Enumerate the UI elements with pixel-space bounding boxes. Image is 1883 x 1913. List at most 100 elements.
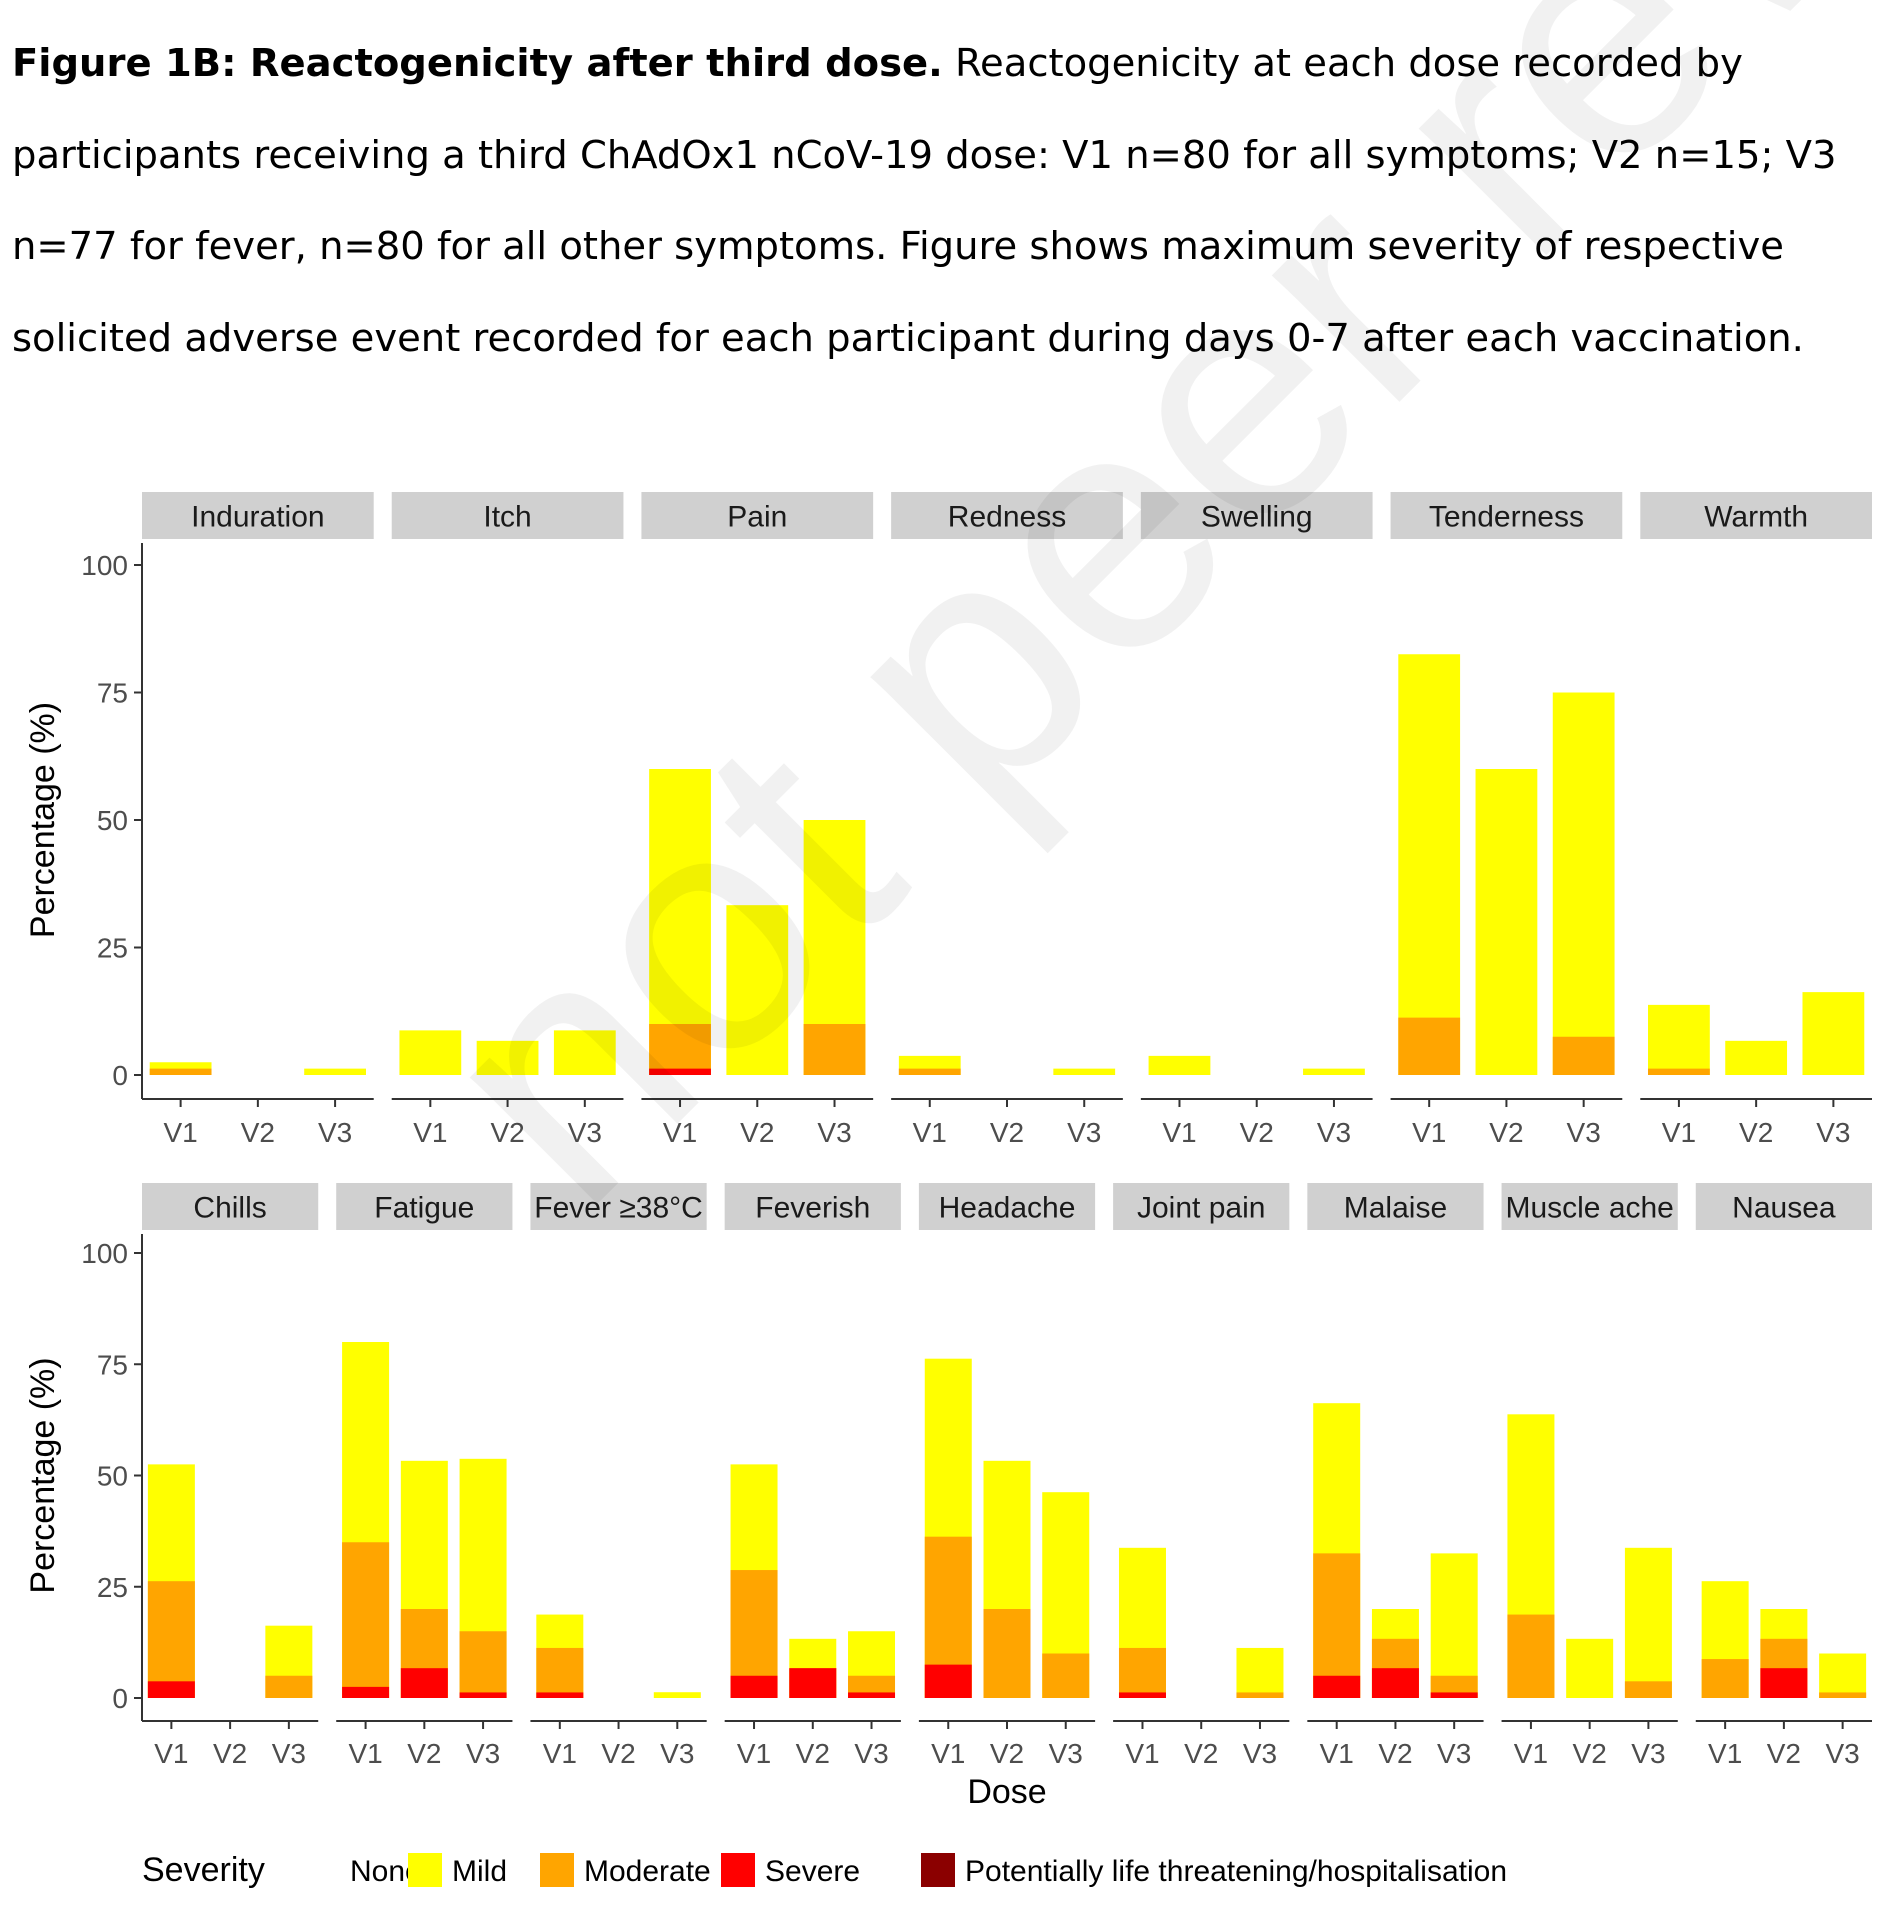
bar-feverish-v3-severe — [848, 1692, 896, 1698]
bar-itch-v2-mild — [476, 1040, 539, 1075]
figure-description: Reactogenicity at each dose recorded by … — [12, 41, 1837, 361]
x-tick-label: V3 — [318, 1117, 352, 1148]
facet-label-fatigue: Fatigue — [374, 1192, 474, 1225]
legend-label-moderate: Moderate — [584, 1855, 711, 1888]
facet-strip-warmth — [1640, 492, 1872, 539]
facet-strip-malaise — [1307, 1183, 1484, 1230]
x-tick-label: V1 — [543, 1738, 577, 1769]
x-tick-label: V3 — [1049, 1738, 1083, 1769]
x-tick-label: V2 — [1739, 1117, 1773, 1148]
x-tick-label: V1 — [1125, 1738, 1159, 1769]
bar-pain-v1-severe — [649, 1068, 711, 1075]
bar-chills-v3-moderate — [265, 1675, 313, 1698]
bar-malaise-v3-severe — [1430, 1692, 1478, 1698]
y-tick-label: 100 — [81, 1238, 128, 1269]
facet-strip-fever-38-c — [530, 1183, 707, 1230]
y-tick-label: 75 — [97, 1349, 128, 1380]
bar-headache-v1-severe — [924, 1664, 972, 1698]
bar-warmth-v3-mild — [1802, 992, 1865, 1075]
facet-strip-itch — [391, 492, 624, 539]
bar-redness-v3-mild — [1053, 1068, 1116, 1075]
y-tick-label: 25 — [97, 933, 128, 964]
bar-fever-38-c-v1-moderate — [536, 1647, 584, 1698]
facet-label-fever-38-c: Fever ≥38°C — [534, 1192, 703, 1225]
y-axis-label: Percentage (%) — [24, 1357, 62, 1593]
x-tick-label: V3 — [1567, 1117, 1601, 1148]
x-tick-label: V1 — [1320, 1738, 1354, 1769]
y-tick-label: 75 — [97, 678, 128, 709]
bar-itch-v1-mild — [399, 1030, 462, 1075]
x-tick-label: V2 — [990, 1117, 1024, 1148]
bar-swelling-v3-mild — [1303, 1068, 1365, 1075]
facet-label-itch: Itch — [483, 501, 531, 534]
legend-swatch-moderate — [540, 1853, 574, 1887]
x-tick-label: V2 — [1767, 1738, 1801, 1769]
x-tick-label: V1 — [1514, 1738, 1548, 1769]
facet-label-tenderness: Tenderness — [1429, 501, 1584, 534]
bar-induration-v3-mild — [304, 1068, 366, 1075]
x-tick-label: V2 — [407, 1738, 441, 1769]
x-tick-label: V1 — [737, 1738, 771, 1769]
bar-warmth-v2-mild — [1725, 1040, 1788, 1075]
facet-label-nausea: Nausea — [1732, 1192, 1836, 1225]
bar-chills-v1-severe — [147, 1681, 195, 1698]
bar-muscle-ache-v3-mild — [1624, 1547, 1672, 1698]
x-tick-label: V2 — [241, 1117, 275, 1148]
x-tick-label: V1 — [1662, 1117, 1696, 1148]
bar-headache-v2-moderate — [983, 1609, 1031, 1698]
bar-nausea-v3-mild — [1819, 1653, 1867, 1698]
bar-nausea-v2-severe — [1760, 1668, 1808, 1698]
bar-tenderness-v1-moderate — [1398, 1017, 1461, 1075]
x-tick-label: V2 — [990, 1738, 1024, 1769]
x-tick-label: V1 — [348, 1738, 382, 1769]
bar-tenderness-v3-moderate — [1552, 1036, 1615, 1075]
legend-title: Severity — [142, 1851, 265, 1889]
bar-fatigue-v3-severe — [459, 1692, 507, 1698]
bar-chills-v1-moderate — [147, 1581, 195, 1698]
bar-muscle-ache-v1-moderate — [1507, 1614, 1555, 1698]
x-tick-label: V2 — [213, 1738, 247, 1769]
facet-label-muscle-ache: Muscle ache — [1505, 1192, 1673, 1225]
x-tick-label: V3 — [466, 1738, 500, 1769]
x-tick-label: V2 — [1573, 1738, 1607, 1769]
x-tick-label: V3 — [272, 1738, 306, 1769]
bar-malaise-v2-severe — [1371, 1668, 1419, 1698]
y-tick-label: 100 — [81, 550, 128, 581]
x-tick-label: V1 — [413, 1117, 447, 1148]
x-tick-label: V3 — [660, 1738, 694, 1769]
x-tick-label: V3 — [1067, 1117, 1101, 1148]
facet-label-swelling: Swelling — [1201, 501, 1313, 534]
bar-redness-v1-moderate — [898, 1068, 961, 1075]
facet-label-warmth: Warmth — [1704, 501, 1808, 534]
y-tick-label: 0 — [112, 1683, 128, 1714]
bar-tenderness-v1-mild — [1398, 654, 1461, 1075]
x-tick-label: V2 — [1489, 1117, 1523, 1148]
bar-pain-v3-moderate — [803, 1024, 866, 1075]
bar-pain-v1-moderate — [649, 1024, 711, 1075]
y-tick-label: 25 — [97, 1572, 128, 1603]
x-tick-label: V3 — [1816, 1117, 1850, 1148]
facet-strip-headache — [918, 1183, 1096, 1230]
facet-strip-redness — [891, 492, 1123, 539]
facet-label-feverish: Feverish — [755, 1192, 870, 1225]
facet-label-joint-pain: Joint pain — [1137, 1192, 1265, 1225]
facet-strip-chills — [142, 1183, 319, 1230]
x-tick-label: V2 — [490, 1117, 524, 1148]
x-tick-label: V2 — [796, 1738, 830, 1769]
x-tick-label: V3 — [1317, 1117, 1351, 1148]
x-tick-label: V1 — [913, 1117, 947, 1148]
facet-strip-swelling — [1140, 492, 1373, 539]
facet-strip-nausea — [1695, 1183, 1872, 1230]
figure-caption: Figure 1B: Reactogenicity after third do… — [12, 18, 1872, 384]
bar-nausea-v1-moderate — [1701, 1659, 1749, 1698]
bar-malaise-v1-severe — [1313, 1675, 1361, 1698]
legend-swatch-mild — [408, 1853, 442, 1887]
x-tick-label: V3 — [817, 1117, 851, 1148]
facet-strip-induration — [142, 492, 374, 539]
bar-nausea-v3-moderate — [1819, 1692, 1867, 1698]
x-tick-label: V2 — [1378, 1738, 1412, 1769]
x-tick-label: V2 — [1240, 1117, 1274, 1148]
x-tick-label: V3 — [1437, 1738, 1471, 1769]
bar-joint-pain-v1-moderate — [1118, 1647, 1166, 1698]
